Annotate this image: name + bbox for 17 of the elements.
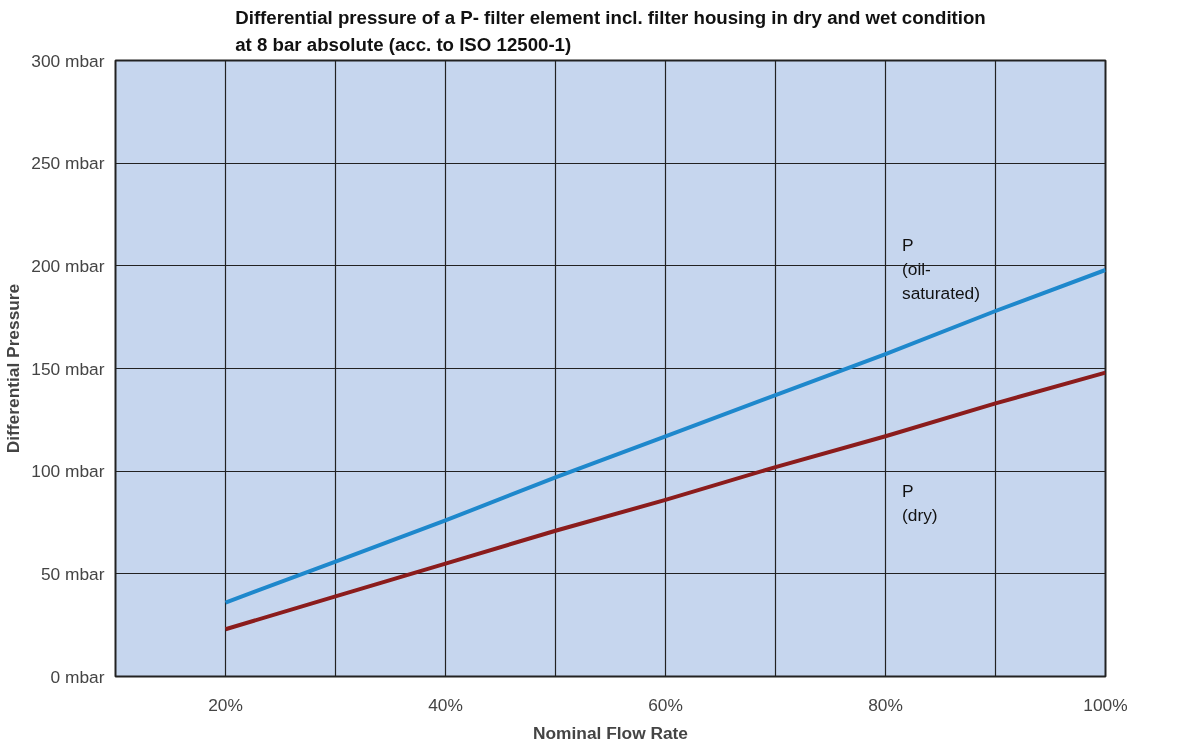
y-tick-label: 0 mbar [50,666,105,687]
x-tick-label: 20% [208,694,243,715]
chart-title: Differential pressure of a P- filter element incl. filter housing in dry and wet condition at 8 bar absolute (acc. to ISO 12500-1) [235,7,986,56]
y-tick-label: 150 mbar [31,358,105,379]
line-series [223,370,1106,632]
x-axis-title: Nominal Flow Rate [533,722,689,743]
y-axis-title: Differential Pressure [3,283,24,454]
y-tick-label: 50 mbar [40,563,105,584]
y-tick-label: 250 mbar [31,153,105,174]
x-tick-label: 40% [428,694,463,715]
y-tick-label: 300 mbar [31,50,105,71]
text: P (dry) [902,481,938,526]
x-tick-label: 60% [648,694,683,715]
y-tick-label: 200 mbar [31,255,105,276]
y-tick-label: 100 mbar [31,461,105,482]
x-tick-label: 100% [1083,694,1128,715]
x-tick-label: 80% [868,694,903,715]
